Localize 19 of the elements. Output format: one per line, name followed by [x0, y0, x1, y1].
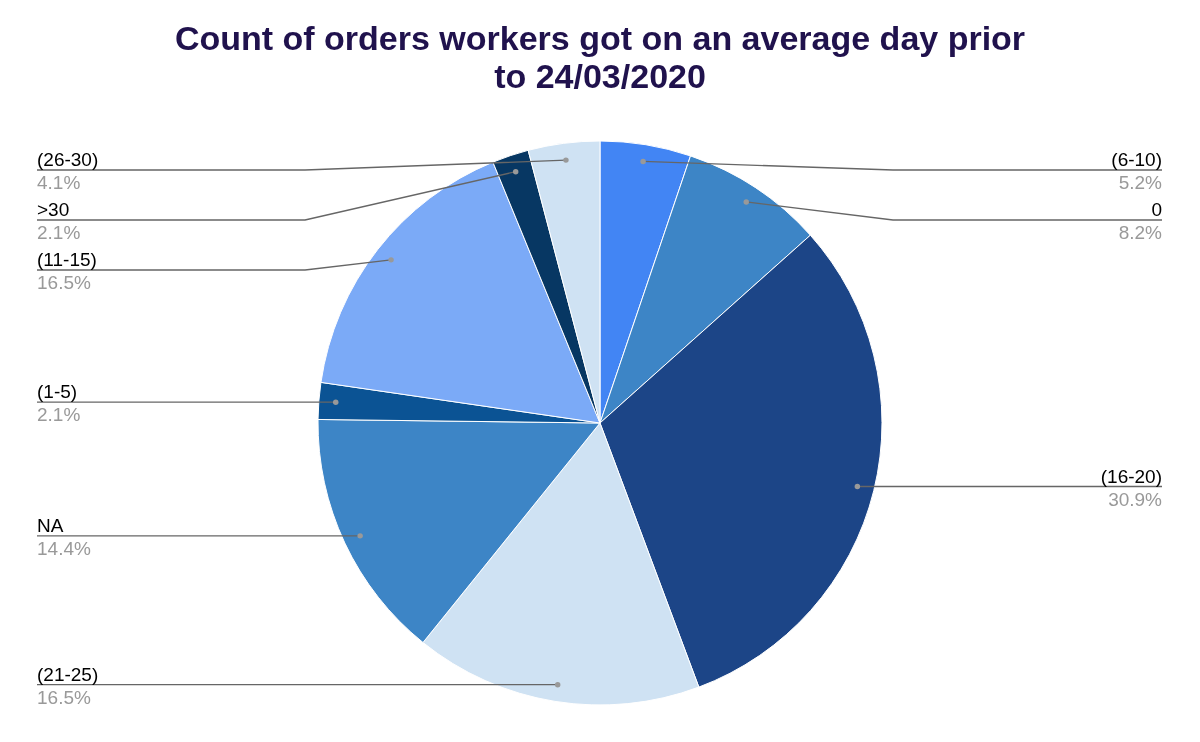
- chart-title: Count of orders workers got on an average day prior to 24/03/2020: [174, 19, 1026, 95]
- slice-label: (11-15): [37, 249, 97, 270]
- slice-label: 0: [1151, 199, 1162, 220]
- data-label: 14.4%: [37, 537, 91, 559]
- slice-label: (6-10): [1111, 149, 1162, 170]
- data-label: 2.1%: [37, 222, 81, 243]
- slice-label: (26-30): [37, 149, 99, 170]
- slice-label: (16-20): [1100, 465, 1162, 487]
- data-label: 30.9%: [1108, 488, 1163, 510]
- data-label: 16.5%: [37, 686, 91, 708]
- data-label: 4.1%: [37, 172, 81, 193]
- slice-label: (1-5): [37, 381, 78, 403]
- slice-label: >30: [37, 199, 70, 220]
- data-label: 16.5%: [37, 272, 91, 293]
- data-label: 2.1%: [37, 404, 81, 426]
- slice-label: NA: [37, 514, 64, 536]
- data-label: 8.2%: [1118, 222, 1163, 243]
- slice-label: (21-25): [37, 663, 99, 685]
- data-label: 5.2%: [1118, 172, 1163, 193]
